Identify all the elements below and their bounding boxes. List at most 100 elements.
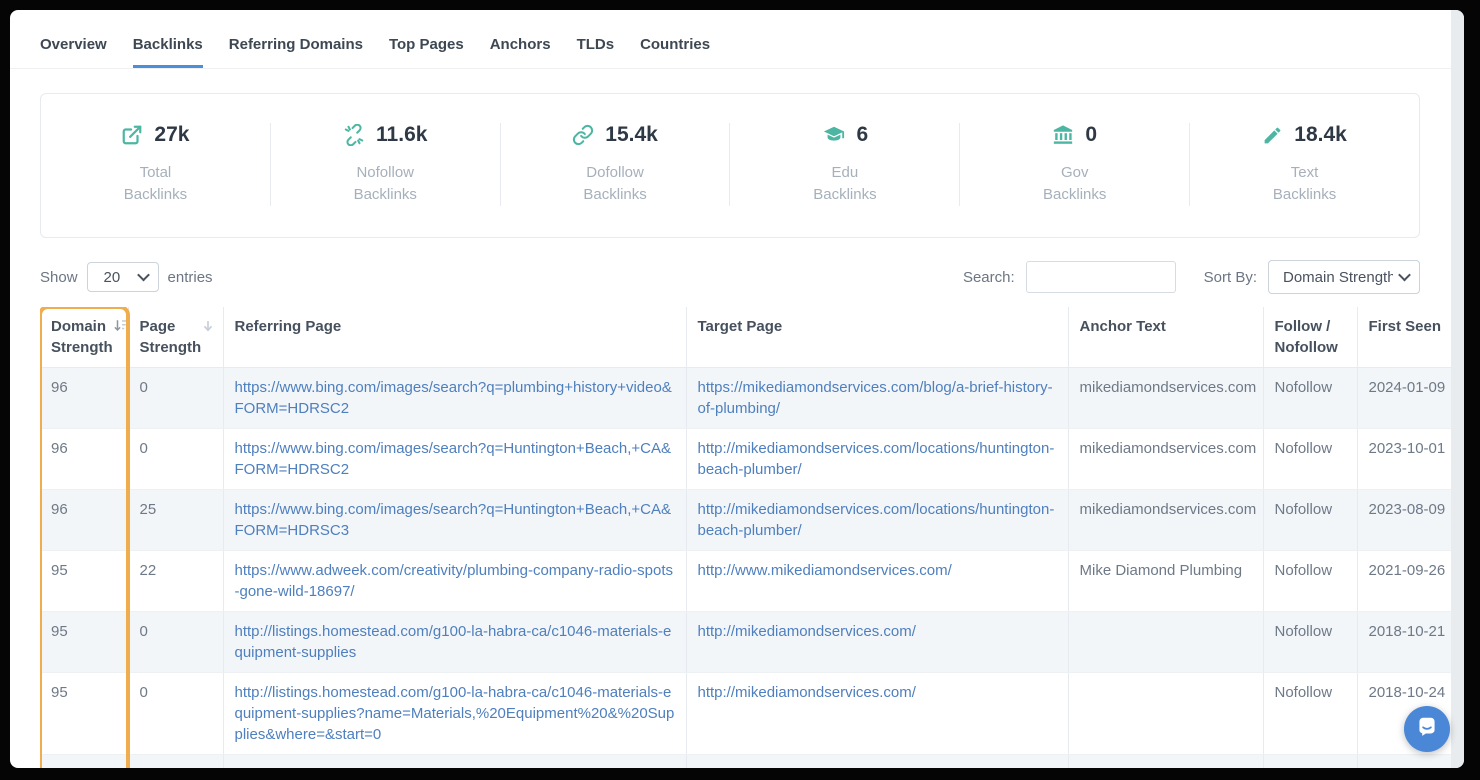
stat-label: Dofollow Backlinks [583, 164, 647, 203]
search-input[interactable] [1025, 261, 1176, 293]
referring-page-link[interactable]: https://www.adweek.com/creativity/plumbi… [234, 562, 674, 600]
cell-domain-strength: 95 [40, 754, 129, 768]
target-page-link[interactable]: http://mikediamondservices.com/ [697, 684, 916, 701]
cell-page-strength: 22 [128, 550, 224, 612]
stat-value: 15.4k [605, 123, 658, 146]
column-header-first-seen[interactable]: First Seen [1357, 307, 1451, 368]
backlinks-table: Domain Strength Page Strength [40, 307, 1451, 768]
column-header-referring-page[interactable]: Referring Page [223, 307, 687, 368]
pencil-icon [1262, 125, 1283, 146]
column-header-page-strength[interactable]: Page Strength [128, 307, 224, 368]
referring-page-link[interactable]: https://www.bing.com/images/search?q=Hun… [234, 501, 672, 539]
broken-link-icon [343, 124, 365, 146]
cell-anchor-text [1068, 611, 1264, 673]
show-label: Show [40, 268, 78, 286]
target-page-link[interactable]: http://mikediamondservices.com/locations… [697, 501, 1055, 539]
stat-label: Total Backlinks [123, 164, 188, 203]
stat-value: 18.4k [1294, 123, 1347, 146]
backlinks-panel: Overview Backlinks Referring Domains Top… [10, 10, 1464, 768]
search-label: Search: [962, 268, 1015, 286]
tab-anchors[interactable]: Anchors [489, 36, 551, 53]
stat-value: 6 [856, 123, 869, 146]
tab-top-pages[interactable]: Top Pages [388, 36, 464, 53]
stats-summary-card: 27k Total Backlinks 11.6k Nofollow Backlin… [40, 93, 1420, 238]
cell-domain-strength: 96 [40, 428, 129, 490]
target-page-link[interactable]: https://mikediamondservices.com/blog/a-b… [697, 379, 1053, 417]
stat-gov-backlinks: 0 Gov Backlinks [959, 123, 1189, 206]
referring-page-link[interactable]: http://listings.homestead.com/g100-la-ha… [235, 766, 674, 768]
table-row: 96 25 https://www.bing.com/images/search… [40, 489, 1451, 551]
cell-follow: Nofollow [1263, 550, 1358, 612]
stat-total-backlinks: 27k Total Backlinks [41, 123, 270, 206]
cell-page-strength: 25 [128, 489, 224, 551]
stat-nofollow-backlinks: 11.6k Nofollow Backlinks [269, 123, 500, 206]
table-row: 95 22 https://www.adweek.com/creativity/… [40, 550, 1451, 612]
sort-by-select[interactable]: Domain Strength [1268, 260, 1420, 294]
cell-anchor-text: Mike Diamond Plumbing [1068, 550, 1264, 612]
stat-value: 11.6k [376, 123, 428, 146]
cell-follow: Nofollow [1263, 428, 1358, 490]
external-link-icon [121, 124, 143, 146]
cell-domain-strength: 95 [40, 550, 129, 612]
referring-page-link[interactable]: http://listings.homestead.com/g100-la-ha… [234, 684, 675, 743]
cell-follow: Nofollow [1263, 754, 1358, 768]
cell-follow: Nofollow [1263, 367, 1358, 429]
scrollbar-track[interactable] [1451, 10, 1464, 768]
stat-value: 0 [1085, 123, 1098, 146]
cell-domain-strength: 95 [40, 672, 129, 755]
cell-page-strength: 0 [128, 754, 224, 768]
table-row: 96 0 https://www.bing.com/images/search?… [40, 428, 1451, 490]
cell-domain-strength: 96 [40, 489, 129, 551]
cell-first-seen: 2023-08-09 [1357, 489, 1451, 551]
stat-label: Gov Backlinks [1043, 164, 1107, 203]
target-page-link[interactable]: http://mikediamondservices.com/locations… [697, 440, 1055, 478]
column-header-domain-strength[interactable]: Domain Strength [40, 307, 129, 368]
cell-anchor-text: mikediamondservices.com [1068, 367, 1264, 429]
column-header-anchor-text[interactable]: Anchor Text [1068, 307, 1264, 368]
chat-icon [1414, 714, 1440, 745]
referring-page-link[interactable]: http://listings.homestead.com/g100-la-ha… [234, 623, 672, 661]
tab-backlinks[interactable]: Backlinks [133, 36, 203, 68]
tab-referring-domains[interactable]: Referring Domains [228, 36, 363, 53]
cell-first-seen: 2018-10-21 [1357, 611, 1451, 673]
cell-page-strength: 0 [128, 672, 224, 755]
stat-text-backlinks: 18.4k Text Backlinks [1189, 123, 1419, 206]
tab-countries[interactable]: Countries [640, 36, 711, 53]
column-header-target-page[interactable]: Target Page [686, 307, 1069, 368]
cell-follow: Nofollow [1263, 611, 1358, 673]
cell-first-seen: 2018-1 [1357, 754, 1451, 768]
stat-label: Nofollow Backlinks [353, 164, 417, 203]
sort-by-label: Sort By: [1203, 268, 1257, 286]
referring-page-link[interactable]: https://www.bing.com/images/search?q=plu… [234, 379, 672, 417]
graduation-cap-icon [822, 124, 846, 146]
target-page-link[interactable]: http://mikediamondservices.com/ [697, 623, 916, 640]
entries-label: entries [167, 268, 213, 286]
table-row: 95 0 http://listings.homestead.com/g100-… [40, 611, 1451, 673]
tab-overview[interactable]: Overview [40, 36, 107, 53]
stat-dofollow-backlinks: 15.4k Dofollow Backlinks [499, 123, 730, 206]
target-page-link[interactable]: http://mikediamondservices.com/ [698, 766, 916, 768]
table-row: 95 0 http://listings.homestead.com/g100-… [40, 754, 1451, 768]
cell-page-strength: 0 [128, 611, 224, 673]
stat-label: Text Backlinks [1272, 164, 1337, 203]
referring-page-link[interactable]: https://www.bing.com/images/search?q=Hun… [234, 440, 672, 478]
cell-first-seen: 2024-01-09 [1357, 367, 1451, 429]
cell-anchor-text [1068, 754, 1264, 768]
entries-select[interactable]: 20 [86, 262, 159, 292]
target-page-link[interactable]: http://www.mikediamondservices.com/ [697, 562, 952, 579]
tab-tlds[interactable]: TLDs [576, 36, 615, 53]
chat-launcher-button[interactable] [1404, 706, 1450, 752]
cell-first-seen: 2021-09-26 [1357, 550, 1451, 612]
table-header-row: Domain Strength Page Strength [40, 307, 1451, 368]
cell-anchor-text: mikediamondservices.com [1068, 489, 1264, 551]
cell-page-strength: 0 [128, 367, 224, 429]
stat-value: 27k [154, 123, 190, 146]
link-icon [572, 124, 594, 146]
sort-amount-down-icon [113, 318, 128, 339]
cell-page-strength: 0 [128, 428, 224, 490]
column-header-follow-nofollow[interactable]: Follow / Nofollow [1263, 307, 1358, 368]
cell-first-seen: 2023-10-01 [1357, 428, 1451, 490]
table-row: 96 0 https://www.bing.com/images/search?… [40, 367, 1451, 429]
cell-domain-strength: 95 [40, 611, 129, 673]
cell-domain-strength: 96 [40, 367, 129, 429]
